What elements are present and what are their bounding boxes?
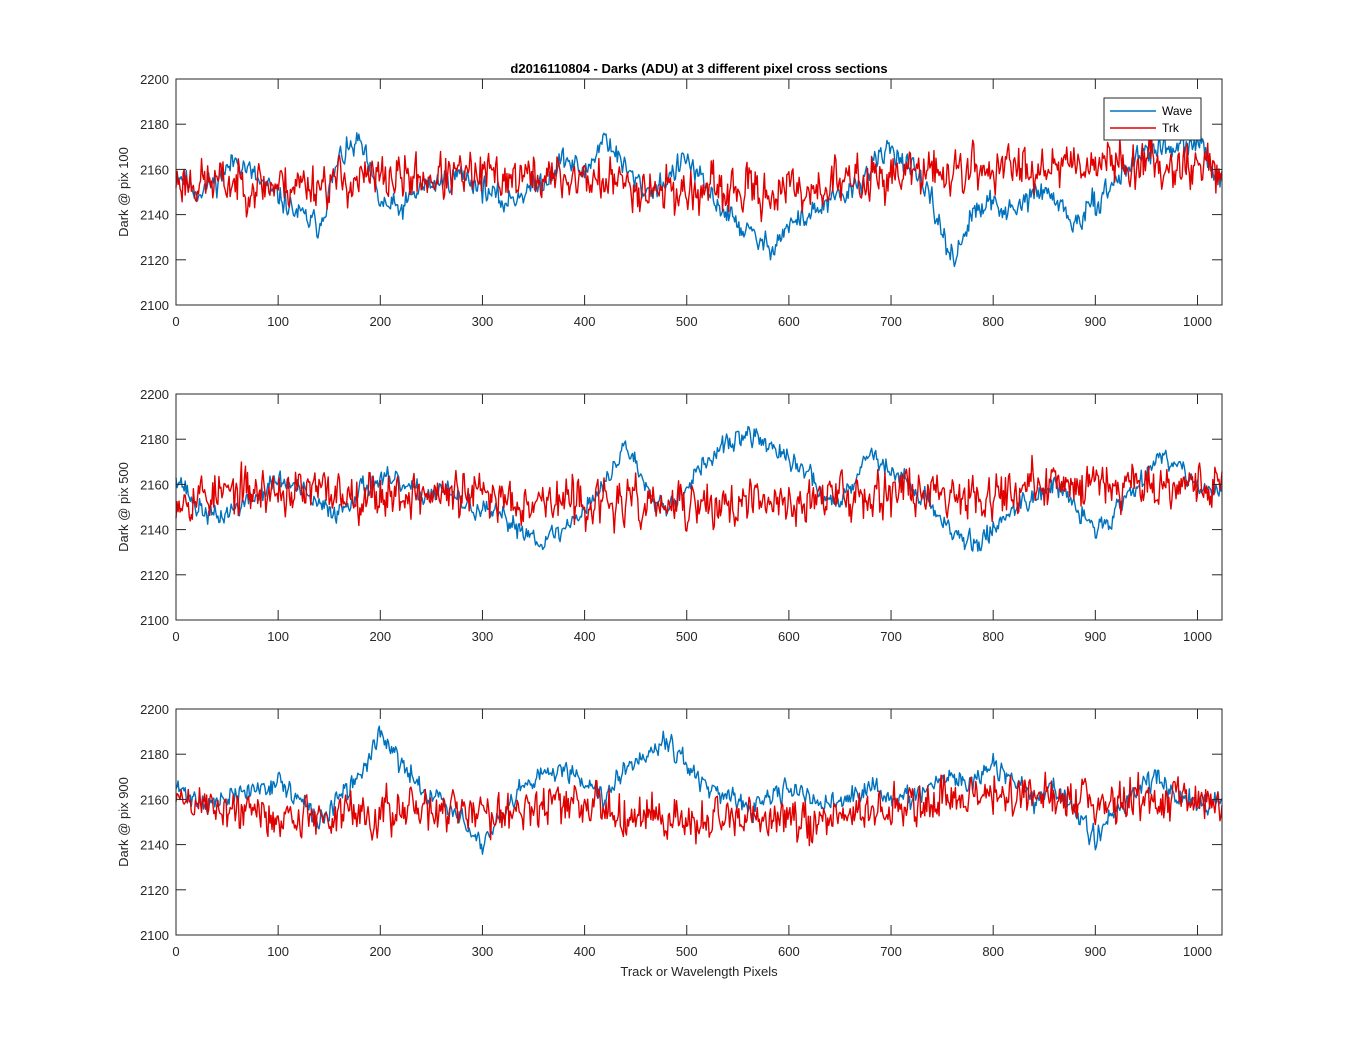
x-tick-label: 700 xyxy=(880,629,902,644)
axes-layer: 0 100 200 300 400 500 600 700 800 900 100021002120… xyxy=(116,72,1223,959)
x-tick-label: 700 xyxy=(880,314,902,329)
legend: Wave Trk xyxy=(1103,97,1202,141)
plot-area xyxy=(176,709,1222,935)
y-tick-label: 2100 xyxy=(140,298,169,313)
x-tick-label: 900 xyxy=(1084,944,1106,959)
x-tick-label: 400 xyxy=(574,629,596,644)
legend-box xyxy=(1103,97,1202,141)
legend-label-trk: Trk xyxy=(1162,121,1180,135)
y-tick-label: 2160 xyxy=(140,162,169,177)
x-tick-label: 0 xyxy=(172,944,179,959)
x-tick-label: 900 xyxy=(1084,629,1106,644)
axes-frame xyxy=(175,393,1223,621)
x-tick-label: 100 xyxy=(267,629,289,644)
x-tick-label: 600 xyxy=(778,629,800,644)
y-tick-label: 2140 xyxy=(140,208,169,223)
x-tick-label: 300 xyxy=(472,314,494,329)
x-tick-label: 400 xyxy=(574,314,596,329)
y-tick-label: 2200 xyxy=(140,387,169,402)
y-axis-label: Dark @ pix 900 xyxy=(116,777,131,867)
x-tick-label: 800 xyxy=(982,629,1004,644)
y-tick-label: 2140 xyxy=(140,838,169,853)
x-tick-label: 200 xyxy=(369,314,391,329)
y-tick-label: 2100 xyxy=(140,613,169,628)
x-tick-label: 700 xyxy=(880,944,902,959)
x-tick-label: 300 xyxy=(472,629,494,644)
x-tick-label: 600 xyxy=(778,944,800,959)
chart-title: d2016110804 - Darks (ADU) at 3 different… xyxy=(510,61,887,76)
x-tick-label: 800 xyxy=(982,314,1004,329)
legend-label-wave: Wave xyxy=(1162,104,1193,118)
x-tick-label: 1000 xyxy=(1183,314,1212,329)
x-tick-label: 0 xyxy=(172,629,179,644)
y-tick-label: 2160 xyxy=(140,477,169,492)
axes-frame xyxy=(175,708,1223,936)
y-tick-label: 2160 xyxy=(140,792,169,807)
axes-panel-1: 0 100 200 300 400 500 600 700 800 900 1000 2100 2120… xyxy=(116,72,1223,329)
series-line-trk xyxy=(175,771,1223,847)
x-tick-label: 800 xyxy=(982,944,1004,959)
plot-area xyxy=(176,79,1222,305)
axes-panel-2: 0 100 200 300 400 500 600 700 800 900 1000 2100 2120… xyxy=(116,387,1223,644)
x-tick-label: 900 xyxy=(1084,314,1106,329)
series-line-wave xyxy=(175,425,1223,552)
y-tick-label: 2120 xyxy=(140,568,169,583)
y-tick-label: 2200 xyxy=(140,72,169,87)
axes-panel-3: 0 100 200 300 400 500 600 700 800 900 1000 2100 2120… xyxy=(116,702,1223,959)
y-axis-label: Dark @ pix 500 xyxy=(116,462,131,552)
x-axis-label: Track or Wavelength Pixels xyxy=(620,964,778,979)
y-tick-label: 2140 xyxy=(140,523,169,538)
x-tick-label: 500 xyxy=(676,314,698,329)
axes-frame xyxy=(175,78,1223,306)
x-tick-label: 100 xyxy=(267,314,289,329)
x-tick-label: 300 xyxy=(472,944,494,959)
x-tick-label: 0 xyxy=(172,314,179,329)
x-tick-label: 500 xyxy=(676,629,698,644)
x-tick-label: 200 xyxy=(369,629,391,644)
x-tick-label: 1000 xyxy=(1183,944,1212,959)
x-tick-label: 100 xyxy=(267,944,289,959)
y-tick-label: 2180 xyxy=(140,117,169,132)
x-tick-label: 400 xyxy=(574,944,596,959)
series-line-trk xyxy=(175,129,1223,223)
y-tick-label: 2200 xyxy=(140,702,169,717)
x-tick-label: 600 xyxy=(778,314,800,329)
y-axis-label: Dark @ pix 100 xyxy=(116,147,131,237)
y-tick-label: 2100 xyxy=(140,928,169,943)
y-tick-label: 2180 xyxy=(140,432,169,447)
y-tick-label: 2120 xyxy=(140,253,169,268)
x-tick-label: 500 xyxy=(676,944,698,959)
series-line-trk xyxy=(175,454,1223,534)
series-line-wave xyxy=(175,132,1223,268)
y-tick-label: 2180 xyxy=(140,747,169,762)
x-tick-label: 1000 xyxy=(1183,629,1212,644)
y-tick-label: 2120 xyxy=(140,883,169,898)
x-tick-label: 200 xyxy=(369,944,391,959)
